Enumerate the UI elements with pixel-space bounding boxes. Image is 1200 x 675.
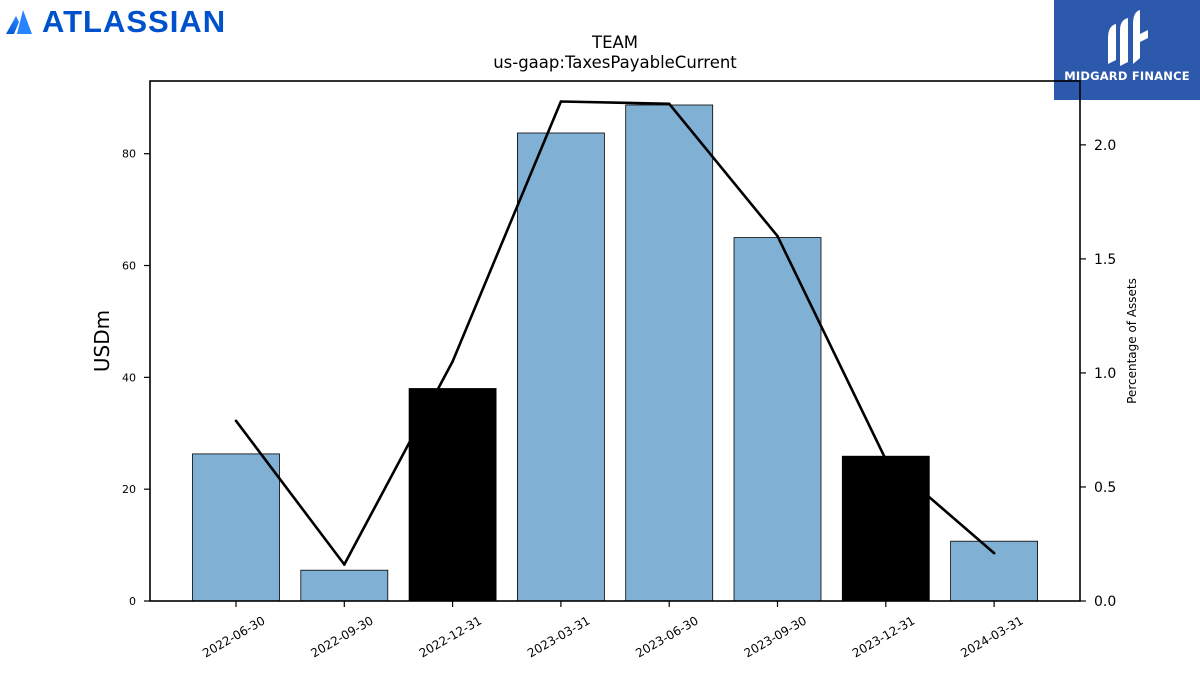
atlassian-mountain-icon [6,10,32,34]
bar-2023-09-30 [733,237,822,602]
bar-2024-03-31 [950,540,1038,602]
line-point-2022-09-30 [343,563,346,566]
x-tick-label: 2022-12-31 [417,613,484,660]
line-layer [234,100,996,566]
atlassian-wordmark: ATLASSIAN [42,4,227,39]
bar-2023-06-30 [625,104,714,602]
y-tick-label: 0 [129,595,136,608]
y2-tick-label: 0.5 [1094,480,1116,496]
y-right-axis: 0.0 0.5 1.0 1.5 2.0 [1080,138,1116,610]
line-point-2023-03-31 [559,100,563,103]
plot-frame [149,80,1081,602]
atlassian-logo: ATLASSIAN [4,4,226,40]
line-point-2023-06-30 [667,102,671,106]
y-tick-label: 80 [122,148,136,161]
midgard-mark-icon [1108,10,1148,66]
y-tick-label: 60 [122,260,136,273]
y-tick-label: 40 [122,371,136,384]
bar-2023-03-31 [517,132,605,602]
chart-subtitle: us-gaap:TaxesPayableCurrent [493,53,737,72]
bar-2022-06-30 [192,453,280,602]
x-tick-label: 2024-03-31 [958,613,1025,660]
y-tick-label: 20 [122,483,136,496]
y-axis-label: USDm [90,310,114,372]
x-axis: 2022-06-30 2022-09-30 2022-12-31 2023-03-31… [200,601,1026,660]
bar-2023-12-31 [841,455,930,602]
y2-tick-label: 0.0 [1094,594,1116,610]
line-point-2022-12-31 [451,360,454,363]
x-tick-label: 2022-09-30 [308,613,375,660]
bar-2022-09-30 [300,569,389,602]
x-tick-label: 2022-06-30 [200,613,267,660]
bar-2022-12-31 [408,388,497,602]
y-left-axis: 0 20 40 60 80 [122,148,150,608]
line-point-2024-03-31 [992,551,996,555]
midgard-finance-logo: MIDGARD FINANCE [1054,0,1200,100]
line-point-2023-12-31 [884,458,888,461]
x-tick-label: 2023-12-31 [850,613,917,660]
x-tick-label: 2023-03-31 [525,613,592,660]
y2-axis-label: Percentage of Assets [1125,278,1139,404]
bars-layer [192,104,1038,602]
x-tick-label: 2023-09-30 [742,613,809,660]
x-tick-label: 2023-06-30 [633,613,700,660]
line-point-2022-06-30 [234,419,238,423]
chart-title: TEAM [591,33,638,52]
y2-tick-label: 1.5 [1094,252,1116,268]
y2-tick-label: 1.0 [1094,366,1116,382]
midgard-finance-wordmark: MIDGARD FINANCE [1064,69,1190,83]
y2-tick-label: 2.0 [1094,138,1116,154]
line-point-2023-09-30 [776,234,779,238]
percentage-line [234,100,995,566]
